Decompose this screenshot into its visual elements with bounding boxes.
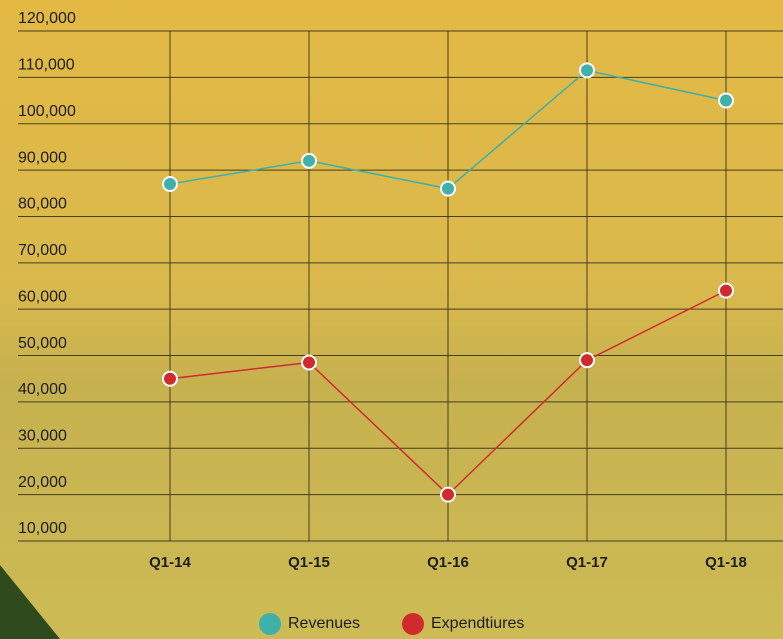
data-point bbox=[718, 92, 734, 109]
y-tick-label: 50,000 bbox=[18, 335, 67, 352]
legend-swatch bbox=[402, 613, 424, 635]
y-tick-label: 80,000 bbox=[18, 196, 67, 213]
y-tick-label: 30,000 bbox=[18, 427, 67, 444]
x-tick-label: Q1-17 bbox=[566, 554, 608, 571]
data-point bbox=[579, 62, 595, 79]
y-tick-label: 100,000 bbox=[18, 103, 76, 120]
y-tick-label: 10,000 bbox=[18, 520, 67, 537]
legend-label: Expendtiures bbox=[431, 615, 524, 632]
data-point bbox=[162, 370, 178, 387]
y-tick-label: 110,000 bbox=[18, 57, 75, 74]
y-tick-label: 60,000 bbox=[18, 288, 67, 305]
data-point bbox=[440, 486, 456, 503]
corner-leaf bbox=[0, 565, 60, 639]
y-tick-label: 70,000 bbox=[18, 242, 67, 259]
legend-swatch bbox=[259, 613, 281, 635]
y-tick-label: 20,000 bbox=[18, 474, 67, 491]
x-tick-label: Q1-16 bbox=[427, 554, 469, 571]
data-point bbox=[162, 176, 178, 192]
y-tick-label: 40,000 bbox=[18, 381, 67, 398]
legend-label: Revenues bbox=[288, 615, 360, 632]
x-tick-label: Q1-14 bbox=[149, 554, 191, 571]
data-point bbox=[579, 352, 595, 369]
x-tick-label: Q1-15 bbox=[288, 554, 330, 571]
x-tick-label: Q1-18 bbox=[705, 554, 747, 571]
data-point bbox=[440, 180, 456, 197]
data-point bbox=[301, 354, 317, 371]
data-point bbox=[301, 152, 317, 169]
y-tick-label: 90,000 bbox=[18, 149, 67, 166]
y-tick-label: 120,000 bbox=[18, 10, 76, 27]
data-point bbox=[718, 282, 734, 299]
